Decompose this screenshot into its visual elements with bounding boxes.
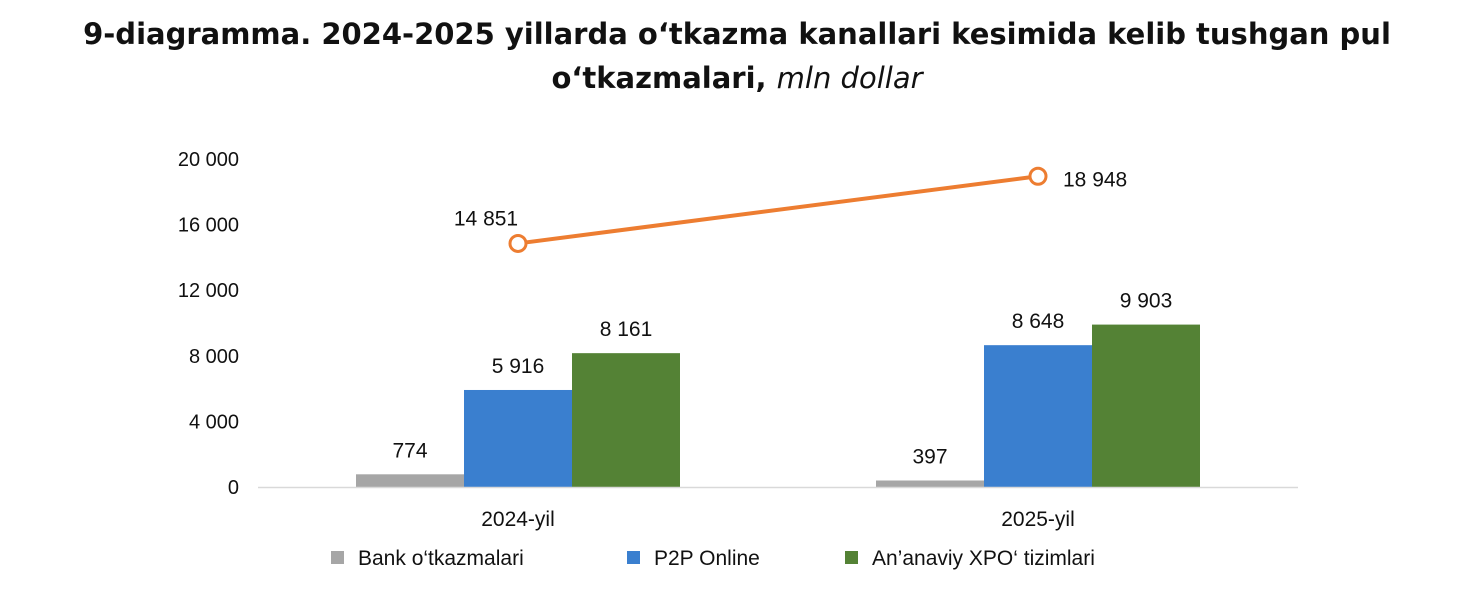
bar [876,480,984,487]
bar [572,353,680,487]
legend-swatch [627,551,640,564]
chart-title-unit: mln dollar [776,61,923,95]
legend-label: An’anaviy XPO‘ tizimlari [872,547,1095,570]
line-point [508,233,528,253]
bar-data-label: 774 [392,439,427,462]
legend-swatch [331,551,344,564]
line-data-label: 18 948 [1063,168,1127,191]
bar-data-label: 9 903 [1120,290,1173,313]
chart-title: 9-diagramma. 2024-2025 yillarda o‘tkazma… [0,12,1474,100]
y-tick-label: 20 000 [178,149,239,171]
y-tick-label: 12 000 [178,280,239,302]
legend-swatch [845,551,858,564]
line-data-label: 14 851 [454,207,518,230]
bar-data-label: 8 648 [1012,310,1065,333]
bar-data-label: 8 161 [600,318,653,341]
chart-title-line1: 9-diagramma. 2024-2025 yillarda o‘tkazma… [83,17,1391,51]
legend-label: P2P Online [654,547,760,570]
y-tick-label: 4 000 [189,411,239,433]
y-tick-label: 16 000 [178,215,239,237]
line-series [517,174,1039,246]
bar [464,389,572,487]
legend-label: Bank o‘tkazmalari [358,547,524,570]
bar [1092,324,1200,487]
y-tick-label: 0 [228,477,239,499]
bar-data-label: 5 916 [492,355,545,378]
line-point [1028,166,1048,186]
chart-title-line2: o‘tkazmalari, mln dollar [0,56,1474,100]
bar [356,474,464,487]
chart-title-line2-text: o‘tkazmalari, [551,61,767,95]
y-tick-label: 8 000 [189,346,239,368]
bar-data-label: 397 [912,445,947,468]
x-category-label: 2024-yil [481,508,555,531]
bar [984,345,1092,487]
x-category-label: 2025-yil [1001,508,1075,531]
